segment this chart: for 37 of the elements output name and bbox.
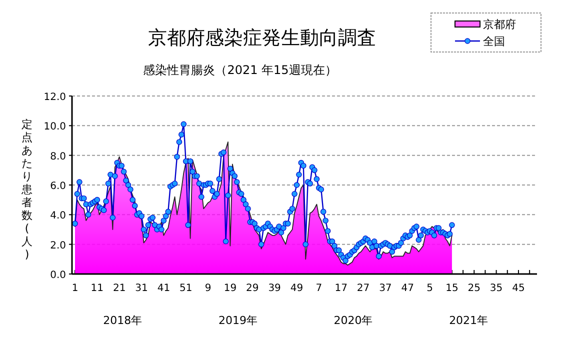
text: 2018年 [103,314,142,327]
x-tick-label: 19 [224,283,237,294]
x-tick-label: 21 [112,283,126,294]
y-tick-label: 2.0 [50,240,66,252]
x-tick-label: 29 [246,283,259,294]
x-tick-label: 47 [401,283,414,294]
x-tick-label: 35 [490,283,503,294]
text: 2019年 [218,314,258,327]
text: 2021年 [449,314,488,327]
text: 定点あたり患者数(人) [22,118,32,261]
x-tick-label: 15 [446,283,458,294]
x-tick-label: 9 [204,283,212,294]
y-tick-label: 0.0 [50,270,66,281]
x-tick-label: 45 [512,283,525,294]
y-tick-label: 6.0 [50,181,66,192]
x-tick-label: 1 [72,283,78,294]
x-tick-label: 7 [316,283,322,294]
x-tick-label: 39 [268,283,281,294]
x-tick-label: 11 [90,283,104,294]
x-tick-label: 51 [180,283,192,294]
x-tick-label: 37 [379,283,392,294]
x-tick-label: 41 [157,283,170,294]
x-tick-label: 49 [290,283,304,294]
y-tick-label: 12.0 [44,92,66,103]
x-tick-label: 25 [468,283,480,294]
chart-subtitle: 感染性胃腸炎（2021 年15週現在） [143,63,337,77]
x-tick-label: 31 [135,283,148,294]
text: 2020年 [334,314,373,327]
y-tick-label: 8.0 [50,151,66,162]
y-tick-label: 4.0 [50,210,66,222]
x-tick-label: 27 [356,283,370,294]
chart-title: 京都府感染症発生動向調査 [148,27,376,49]
y-tick-label: 10.0 [44,122,66,133]
legend-label: 全国 [483,35,505,48]
legend-label: 京都府 [483,18,516,31]
x-tick-label: 17 [334,283,348,294]
x-tick-label: 5 [426,283,433,294]
